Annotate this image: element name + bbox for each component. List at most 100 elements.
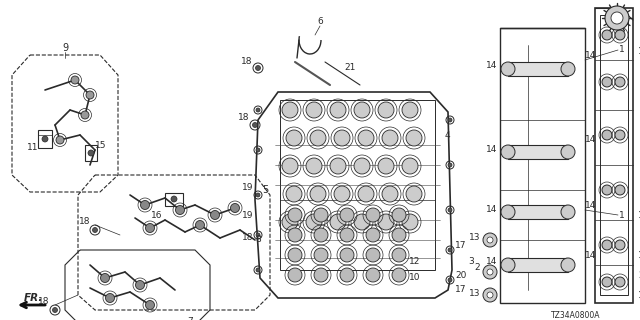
Bar bbox=[595, 8, 633, 303]
Circle shape bbox=[561, 145, 575, 159]
Circle shape bbox=[42, 136, 48, 142]
Circle shape bbox=[366, 208, 380, 222]
Circle shape bbox=[282, 214, 298, 230]
Circle shape bbox=[487, 269, 493, 275]
Circle shape bbox=[288, 228, 302, 242]
Text: 3: 3 bbox=[468, 258, 474, 267]
Text: 13: 13 bbox=[468, 289, 480, 298]
Text: 12: 12 bbox=[410, 258, 420, 267]
Circle shape bbox=[378, 214, 394, 230]
Circle shape bbox=[602, 277, 612, 287]
Text: 13: 13 bbox=[638, 251, 640, 260]
Circle shape bbox=[175, 205, 184, 214]
Circle shape bbox=[288, 208, 302, 222]
Circle shape bbox=[310, 186, 326, 202]
Circle shape bbox=[306, 158, 322, 174]
Bar bbox=[508, 205, 568, 219]
Text: TZ34A0800A: TZ34A0800A bbox=[550, 310, 600, 319]
Circle shape bbox=[330, 158, 346, 174]
Text: 11: 11 bbox=[26, 143, 38, 153]
Text: 14: 14 bbox=[584, 135, 596, 145]
Circle shape bbox=[88, 150, 94, 156]
Circle shape bbox=[392, 248, 406, 262]
Circle shape bbox=[314, 208, 328, 222]
Circle shape bbox=[448, 278, 452, 282]
Circle shape bbox=[483, 233, 497, 247]
Circle shape bbox=[382, 130, 398, 146]
Circle shape bbox=[334, 186, 350, 202]
Text: 18: 18 bbox=[241, 58, 253, 67]
Text: 9: 9 bbox=[62, 43, 68, 53]
Bar bbox=[600, 15, 628, 295]
Circle shape bbox=[256, 108, 260, 112]
Text: 10: 10 bbox=[409, 274, 420, 283]
Circle shape bbox=[81, 111, 89, 119]
Circle shape bbox=[366, 228, 380, 242]
Circle shape bbox=[100, 274, 109, 283]
Circle shape bbox=[282, 102, 298, 118]
Circle shape bbox=[340, 228, 354, 242]
Circle shape bbox=[501, 205, 515, 219]
Circle shape bbox=[93, 228, 97, 233]
Circle shape bbox=[501, 145, 515, 159]
Circle shape bbox=[487, 292, 493, 298]
Circle shape bbox=[615, 77, 625, 87]
Circle shape bbox=[354, 102, 370, 118]
Text: 5: 5 bbox=[262, 185, 268, 195]
Circle shape bbox=[615, 277, 625, 287]
Circle shape bbox=[286, 186, 302, 202]
Text: 15: 15 bbox=[95, 140, 106, 149]
Circle shape bbox=[256, 148, 260, 152]
Text: 14: 14 bbox=[486, 145, 497, 154]
Circle shape bbox=[334, 130, 350, 146]
Circle shape bbox=[288, 268, 302, 282]
Bar bbox=[500, 28, 585, 303]
Text: 7: 7 bbox=[187, 317, 193, 320]
Circle shape bbox=[256, 193, 260, 197]
Circle shape bbox=[605, 6, 629, 30]
Text: 6: 6 bbox=[317, 18, 323, 27]
Circle shape bbox=[358, 130, 374, 146]
Circle shape bbox=[406, 130, 422, 146]
Text: 13: 13 bbox=[638, 291, 640, 300]
Text: 1: 1 bbox=[619, 45, 625, 54]
Circle shape bbox=[314, 268, 328, 282]
Circle shape bbox=[448, 163, 452, 167]
Text: 17: 17 bbox=[455, 285, 467, 294]
Circle shape bbox=[145, 223, 154, 233]
Circle shape bbox=[402, 158, 418, 174]
Text: 18: 18 bbox=[38, 298, 50, 307]
Text: 1: 1 bbox=[638, 47, 640, 57]
Text: 4: 4 bbox=[445, 131, 451, 140]
Circle shape bbox=[354, 158, 370, 174]
Circle shape bbox=[366, 268, 380, 282]
Circle shape bbox=[71, 76, 79, 84]
Text: 14: 14 bbox=[486, 204, 497, 213]
Circle shape bbox=[487, 237, 493, 243]
Circle shape bbox=[483, 265, 497, 279]
Bar bbox=[85, 145, 97, 161]
Circle shape bbox=[392, 228, 406, 242]
Circle shape bbox=[253, 123, 257, 127]
Circle shape bbox=[141, 201, 150, 210]
Text: FR.: FR. bbox=[23, 293, 43, 303]
Circle shape bbox=[448, 208, 452, 212]
Circle shape bbox=[602, 30, 612, 40]
Circle shape bbox=[358, 186, 374, 202]
Text: 14: 14 bbox=[584, 51, 596, 60]
Circle shape bbox=[406, 186, 422, 202]
Text: 14: 14 bbox=[486, 258, 497, 267]
Circle shape bbox=[52, 308, 58, 313]
Text: 14: 14 bbox=[486, 61, 497, 70]
Circle shape bbox=[501, 62, 515, 76]
Text: 17: 17 bbox=[455, 241, 467, 250]
Circle shape bbox=[483, 288, 497, 302]
Circle shape bbox=[288, 248, 302, 262]
Bar bbox=[280, 100, 435, 270]
Text: 19: 19 bbox=[241, 211, 253, 220]
Circle shape bbox=[314, 248, 328, 262]
Circle shape bbox=[366, 248, 380, 262]
Circle shape bbox=[106, 293, 115, 302]
Circle shape bbox=[561, 62, 575, 76]
Circle shape bbox=[340, 208, 354, 222]
